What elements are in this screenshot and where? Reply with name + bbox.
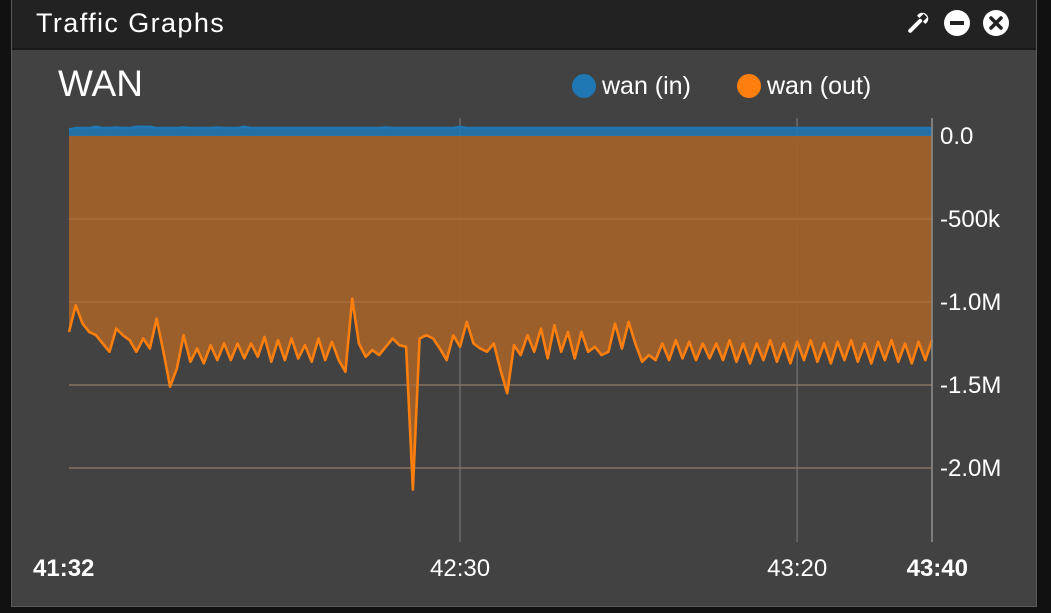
x-tick-label: 43:40 bbox=[907, 555, 968, 582]
wrench-icon[interactable] bbox=[904, 9, 932, 37]
x-tick-label: 43:20 bbox=[767, 555, 827, 582]
widget-title: Traffic Graphs bbox=[36, 8, 226, 38]
y-tick-label: -2.0M bbox=[940, 455, 1001, 482]
wan-out-line bbox=[67, 297, 934, 491]
minimize-icon[interactable] bbox=[943, 9, 971, 37]
wan-out-area bbox=[69, 136, 932, 490]
x-tick-label: 41:32 bbox=[33, 555, 94, 582]
close-icon[interactable] bbox=[982, 9, 1010, 37]
y-tick-label: -1.0M bbox=[940, 289, 1001, 316]
legend-label-wan-in: wan (in) bbox=[601, 72, 691, 100]
widget-header: Traffic Graphs bbox=[12, 0, 1036, 50]
x-tick-label: 42:30 bbox=[430, 555, 490, 582]
legend-label-wan-out: wan (out) bbox=[766, 72, 871, 100]
chart-title: WAN bbox=[58, 63, 143, 104]
legend-swatch-wan-in bbox=[572, 74, 596, 98]
header-actions bbox=[904, 9, 1010, 37]
legend-swatch-wan-out bbox=[737, 74, 761, 98]
y-tick-label: -500k bbox=[940, 206, 1001, 233]
wan-in-line bbox=[68, 125, 932, 131]
y-tick-label: 0.0 bbox=[940, 123, 973, 150]
y-tick-label: -1.5M bbox=[940, 372, 1001, 399]
